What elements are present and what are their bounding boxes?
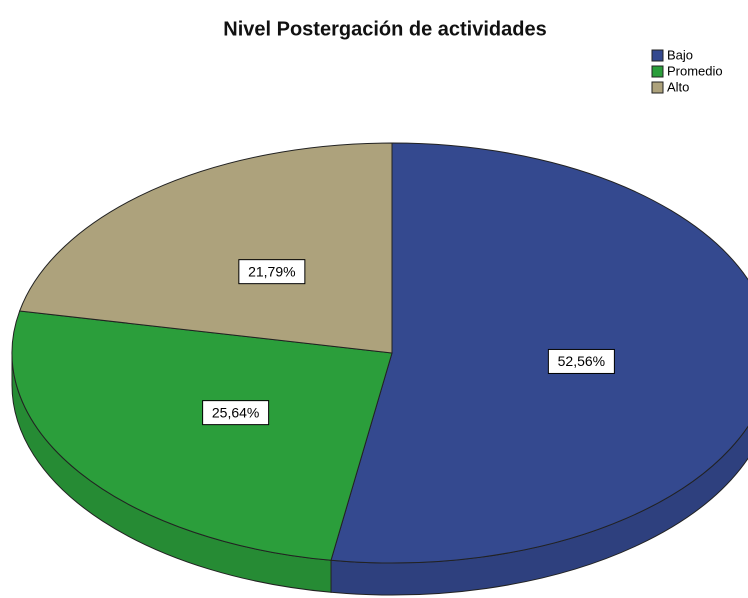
value-label: 21,79% [248,263,295,279]
slice [330,142,748,564]
legend-label: Promedio [667,63,723,78]
legend-swatch [651,49,664,62]
legend-label: Bajo [667,47,693,62]
value-label-box [547,348,615,374]
chart-title: Nivel Postergación de actividades [223,18,546,40]
legend-swatch [651,65,664,78]
value-label: 52,56% [558,353,605,369]
slice [19,142,393,354]
value-label: 25,64% [212,404,259,420]
value-label-box [202,400,270,426]
legend-label: Alto [667,79,689,94]
legend-swatch [651,81,664,94]
value-label-box [238,259,306,285]
slice [11,310,393,561]
